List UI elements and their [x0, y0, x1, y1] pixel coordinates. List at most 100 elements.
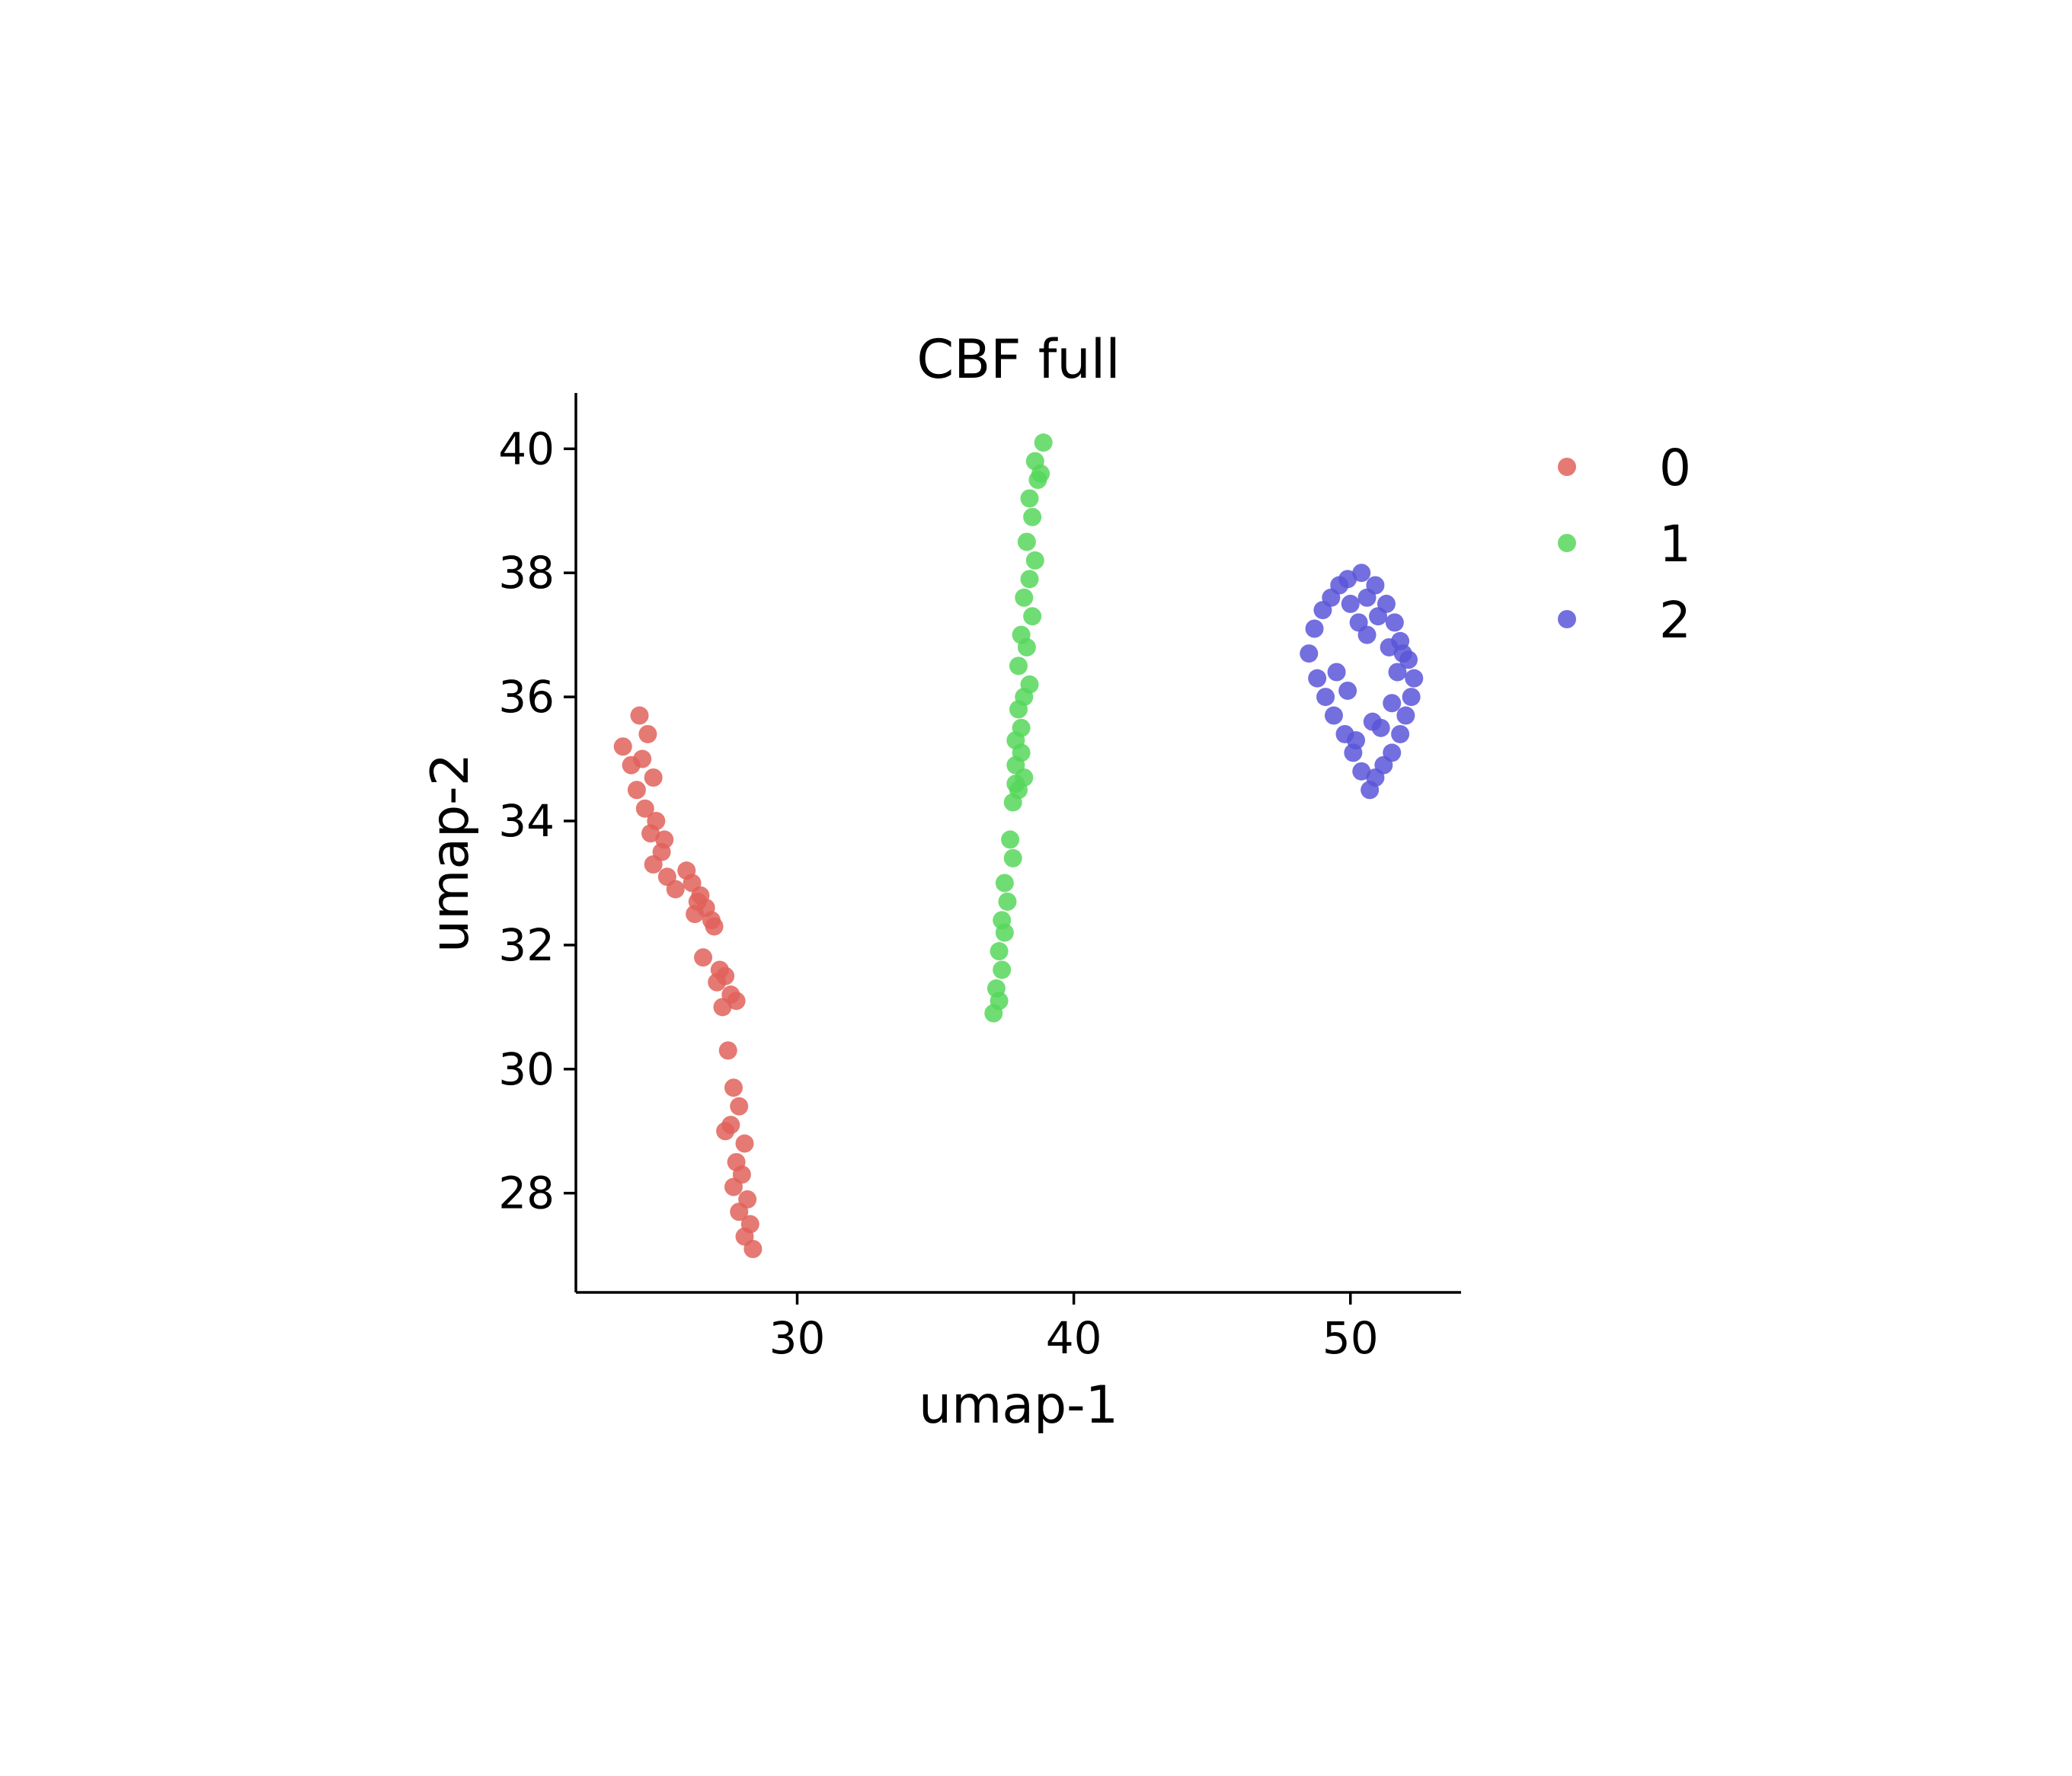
y-axis-title: umap-2: [420, 753, 481, 953]
data-point: [1388, 663, 1407, 682]
data-point: [1015, 588, 1034, 607]
data-point: [716, 1122, 735, 1141]
data-point: [1316, 688, 1335, 707]
data-point: [1034, 433, 1053, 452]
data-point: [1009, 656, 1028, 676]
data-point: [1001, 830, 1020, 849]
legend-marker-2: [1558, 610, 1576, 628]
data-point: [644, 768, 663, 787]
data-point: [655, 830, 674, 849]
data-point: [688, 892, 707, 911]
data-point: [627, 781, 646, 800]
data-point: [716, 966, 735, 985]
data-point: [1361, 781, 1380, 800]
data-point: [1308, 669, 1327, 688]
legend-marker-1: [1558, 534, 1576, 552]
data-point: [635, 799, 654, 818]
chart-title: CBF full: [916, 328, 1120, 391]
legend-label-1: 1: [1659, 515, 1691, 573]
data-point: [1003, 793, 1022, 812]
data-point: [1023, 607, 1042, 626]
x-tick-label: 30: [769, 1312, 826, 1364]
data-point: [1006, 775, 1025, 794]
data-point: [1352, 564, 1371, 583]
data-point: [724, 1177, 743, 1196]
data-point: [1031, 464, 1050, 483]
data-point: [1380, 637, 1399, 656]
legend-marker-0: [1558, 458, 1576, 476]
data-point: [1357, 625, 1377, 644]
y-ticks: 28 30 32 34 36 38 40: [498, 423, 576, 1219]
x-axis-title: umap-1: [919, 1375, 1118, 1436]
y-tick-label: 40: [498, 423, 555, 474]
data-point: [1352, 762, 1371, 781]
data-point: [1347, 731, 1366, 750]
y-tick-label: 30: [498, 1043, 555, 1095]
data-point: [1357, 588, 1377, 607]
data-point: [1369, 607, 1388, 626]
data-point: [993, 960, 1012, 979]
data-point: [633, 749, 652, 768]
points-layer: [613, 433, 1424, 1258]
data-point: [1405, 669, 1424, 688]
data-point: [1402, 688, 1421, 707]
data-point: [638, 724, 657, 743]
data-point: [1396, 706, 1415, 725]
x-ticks: 30 40 50: [769, 1292, 1379, 1364]
data-point: [995, 923, 1014, 942]
data-point: [1338, 681, 1357, 700]
data-point: [1327, 663, 1346, 682]
data-point: [743, 1239, 763, 1258]
data-point: [990, 942, 1009, 961]
legend-label-0: 0: [1659, 439, 1691, 497]
data-point: [735, 1134, 754, 1153]
data-point: [730, 1097, 749, 1116]
data-point: [998, 892, 1017, 911]
data-point: [613, 737, 632, 756]
data-point: [666, 880, 685, 899]
data-point: [1003, 848, 1022, 867]
data-point: [1391, 724, 1410, 743]
data-point: [1324, 706, 1343, 725]
data-point: [1371, 718, 1390, 737]
data-point: [1017, 637, 1036, 656]
data-point: [1017, 532, 1036, 551]
data-point: [713, 998, 732, 1017]
data-point: [730, 1203, 749, 1222]
data-point: [724, 1078, 743, 1097]
series-1: [984, 433, 1053, 1023]
y-tick-label: 38: [498, 547, 555, 599]
legend-label-2: 2: [1659, 591, 1691, 650]
series-2: [1300, 564, 1424, 800]
data-point: [1341, 594, 1360, 613]
y-tick-label: 28: [498, 1167, 555, 1219]
data-point: [727, 992, 746, 1011]
y-tick-label: 32: [498, 919, 555, 971]
data-point: [705, 917, 724, 936]
data-point: [1300, 644, 1319, 663]
data-point: [718, 1041, 737, 1060]
y-tick-label: 34: [498, 795, 555, 847]
y-tick-label: 36: [498, 671, 555, 723]
data-point: [1020, 489, 1039, 508]
data-point: [1393, 644, 1412, 663]
data-point: [641, 824, 660, 843]
x-tick-label: 40: [1046, 1312, 1102, 1364]
data-point: [1023, 507, 1042, 526]
data-point: [1025, 551, 1044, 570]
data-point: [984, 1004, 1003, 1023]
data-point: [1020, 570, 1039, 589]
data-point: [1305, 619, 1324, 638]
x-tick-label: 50: [1322, 1312, 1379, 1364]
data-point: [694, 948, 713, 967]
data-point: [1383, 694, 1402, 713]
data-point: [1009, 700, 1028, 719]
series-0: [613, 706, 763, 1258]
data-point: [1330, 576, 1349, 595]
data-point: [1385, 613, 1404, 632]
data-point: [630, 706, 649, 725]
data-point: [995, 874, 1014, 893]
legend: 0 1 2: [1558, 439, 1691, 650]
